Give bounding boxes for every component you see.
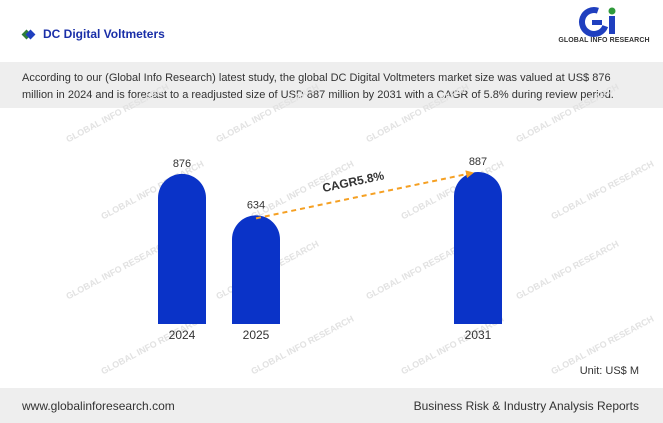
header: DC Digital Voltmeters GLOBAL INFO RESEAR…: [0, 0, 663, 62]
bar-2031: [454, 172, 502, 324]
title-row: DC Digital Voltmeters: [22, 27, 165, 41]
logo-text: GLOBAL INFO RESEARCH: [558, 37, 650, 44]
category-label-2024: 2024: [169, 328, 196, 342]
bar-2025: [232, 215, 280, 324]
description-band: According to our (Global Info Research) …: [0, 62, 663, 108]
category-label-2031: 2031: [465, 328, 492, 342]
market-size-chart: 876 2024 634 2025 887 2031 CAGR5.8%: [158, 156, 502, 342]
description-text: According to our (Global Info Research) …: [22, 72, 614, 101]
bar-2024: [158, 173, 206, 324]
cagr-label: CAGR5.8%: [321, 168, 386, 195]
cagr-arrow: [255, 170, 474, 220]
footer: www.globalinforesearch.com Business Risk…: [0, 388, 663, 423]
footer-website-link[interactable]: www.globalinforesearch.com: [22, 399, 175, 413]
footer-tagline: Business Risk & Industry Analysis Report…: [413, 399, 639, 413]
diamond-icon: [22, 28, 35, 41]
page-title: DC Digital Voltmeters: [43, 27, 165, 41]
unit-label: Unit: US$ M: [579, 365, 639, 377]
gi-logo-icon: [579, 7, 616, 37]
brand-logo: GLOBAL INFO RESEARCH: [556, 6, 652, 52]
value-label-2031: 887: [469, 156, 487, 168]
value-label-2024: 876: [173, 158, 191, 170]
value-label-2025: 634: [247, 199, 265, 211]
category-label-2025: 2025: [243, 328, 270, 342]
